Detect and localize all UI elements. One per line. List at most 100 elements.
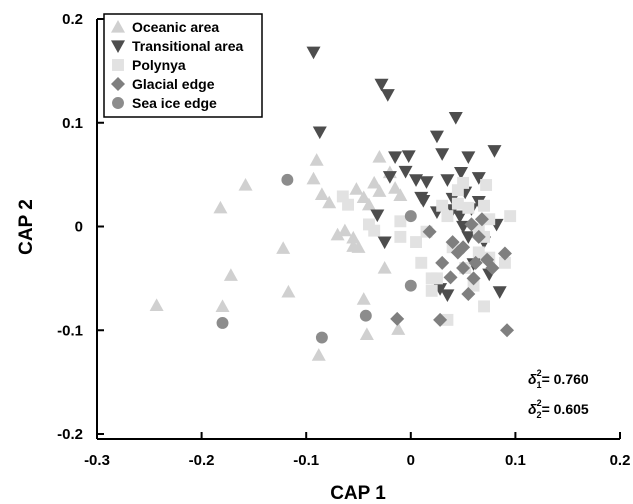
data-point (281, 284, 296, 298)
data-point (372, 184, 387, 197)
data-point (425, 272, 438, 285)
data-point (363, 218, 375, 231)
legend-label: Polynya (132, 57, 186, 73)
x-tick-label: -0.3 (84, 452, 110, 469)
data-point (478, 199, 490, 212)
data-point (394, 215, 407, 228)
data-point (472, 246, 485, 259)
data-point (336, 190, 349, 203)
data-point (342, 198, 354, 211)
data-point (498, 256, 511, 269)
legend-label: Transitional area (132, 38, 243, 54)
data-point (461, 151, 476, 164)
data-point (435, 148, 450, 161)
data-point (374, 78, 389, 92)
data-point (367, 175, 382, 189)
data-point (468, 255, 483, 270)
data-point (461, 286, 476, 301)
delta-1-superscript: 2 (537, 368, 542, 378)
delta-1-subscript: 1 (537, 380, 542, 390)
legend-marker (112, 97, 124, 109)
data-point (361, 197, 376, 211)
data-point (467, 279, 480, 292)
data-point (454, 166, 469, 180)
legend-label: Oceanic area (132, 19, 219, 35)
data-point (377, 261, 392, 274)
series-glacial-edge (390, 212, 515, 338)
data-point (393, 188, 408, 201)
data-point (216, 317, 229, 329)
x-tick-label: -0.1 (293, 452, 319, 469)
x-tick-label: -0.2 (189, 452, 215, 469)
data-point (370, 209, 385, 223)
data-point (322, 195, 337, 209)
data-point (415, 256, 428, 269)
data-point (311, 348, 326, 361)
series-oceanic-area (149, 149, 408, 361)
data-point (443, 270, 458, 285)
data-point (391, 322, 406, 335)
data-point (480, 179, 493, 191)
data-point (409, 174, 424, 187)
data-point (436, 199, 449, 212)
data-point (492, 286, 507, 299)
data-point (485, 261, 500, 275)
delta-2-superscript: 2 (537, 398, 542, 408)
data-point (474, 212, 489, 227)
data-point (309, 153, 324, 166)
data-point (464, 217, 479, 232)
data-point (483, 213, 496, 226)
delta-2-symbol: δ (528, 401, 537, 417)
legend-label: Sea ice edge (132, 95, 217, 111)
data-point (500, 323, 515, 338)
data-point (457, 176, 470, 189)
data-point (435, 255, 450, 270)
data-point (359, 309, 372, 322)
data-point (380, 89, 395, 102)
legend-marker (111, 40, 125, 53)
data-point (394, 230, 407, 243)
data-point (281, 173, 294, 186)
data-point (356, 190, 371, 204)
data-point (471, 229, 486, 244)
data-point (451, 184, 464, 197)
data-point (440, 174, 455, 187)
data-point (346, 230, 361, 244)
x-axis-title: CAP 1 (330, 483, 386, 504)
legend-marker (112, 59, 124, 71)
legend-marker (111, 20, 125, 33)
data-point (497, 246, 512, 261)
delta-1-value: = 0.760 (542, 371, 589, 387)
data-point (223, 268, 238, 281)
x-tick-label: 0 (407, 452, 415, 469)
delta-1-stat: δ1 2= 0.760 (528, 368, 589, 390)
y-tick-label: 0.1 (62, 115, 83, 132)
data-point (377, 236, 392, 250)
data-point (349, 182, 364, 195)
series-transitional-area (306, 46, 507, 302)
data-point (416, 194, 431, 208)
data-point (451, 197, 464, 210)
data-point (388, 181, 403, 194)
data-point (315, 331, 328, 344)
data-point (422, 224, 437, 239)
data-point (471, 172, 486, 185)
y-tick-label: -0.1 (57, 322, 83, 339)
data-point (312, 126, 327, 140)
data-point (419, 176, 434, 189)
data-point (429, 130, 444, 144)
data-point (356, 292, 371, 305)
data-point (448, 111, 463, 125)
data-point (149, 298, 164, 311)
data-point (368, 224, 381, 237)
data-point (441, 313, 454, 326)
data-point (404, 279, 417, 292)
data-point (487, 145, 502, 158)
data-point (462, 201, 475, 214)
data-point (456, 240, 471, 255)
data-point (388, 151, 403, 164)
axes (96, 19, 620, 440)
legend: Oceanic area Transitional area Polynya Glac… (103, 13, 263, 118)
data-point (390, 311, 405, 326)
legend-box (103, 13, 263, 118)
